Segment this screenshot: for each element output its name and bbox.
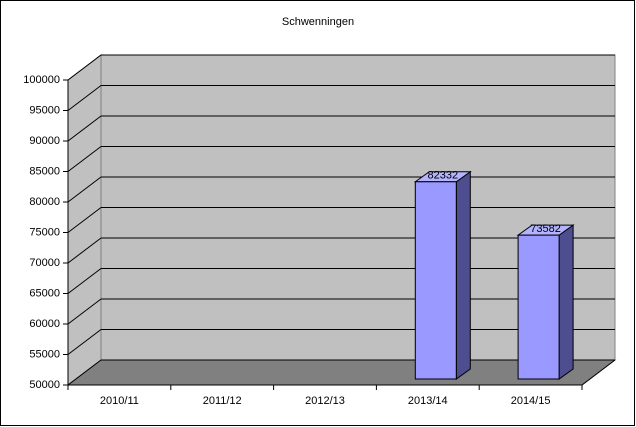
x-tick-label: 2011/12: [203, 395, 242, 407]
data-label: 73582: [530, 223, 561, 235]
y-tick-label: 60000: [29, 318, 60, 330]
y-tick-label: 95000: [29, 104, 60, 116]
grid-line-side: [67, 237, 102, 264]
y-tick-label: 70000: [29, 257, 60, 269]
y-tick-label: 100000: [23, 74, 60, 86]
bar: [517, 234, 560, 380]
grid-line-side: [67, 207, 102, 233]
grid-line-side: [67, 176, 102, 203]
grid-line-side: [67, 54, 102, 81]
grid-line-side: [67, 359, 102, 386]
y-tick-label: 85000: [29, 165, 60, 177]
grid-line-side: [67, 329, 102, 355]
grid-line-side: [67, 85, 102, 111]
y-tick-label: 80000: [29, 196, 60, 208]
grid-line-side: [67, 146, 102, 172]
x-tick-label: 2012/13: [305, 395, 345, 407]
bar: [414, 181, 457, 380]
grid-line-side: [67, 268, 102, 294]
x-tick-label: 2013/14: [408, 395, 448, 407]
y-tick-label: 65000: [29, 287, 60, 299]
y-tick-label: 90000: [29, 135, 60, 147]
grid-line-side: [67, 115, 102, 142]
y-tick-label: 75000: [29, 226, 60, 238]
y-tick-label: 50000: [29, 379, 60, 391]
grid-line-side: [67, 298, 102, 325]
bar-side: [558, 224, 574, 380]
bar-side: [455, 170, 471, 380]
data-label: 82332: [428, 170, 459, 182]
x-tick-label: 2014/15: [511, 395, 551, 407]
chart-title: Schwenningen: [282, 16, 354, 28]
y-tick-label: 55000: [29, 348, 60, 360]
x-tick-label: 2010/11: [100, 395, 139, 407]
floor-edge: [581, 359, 616, 386]
